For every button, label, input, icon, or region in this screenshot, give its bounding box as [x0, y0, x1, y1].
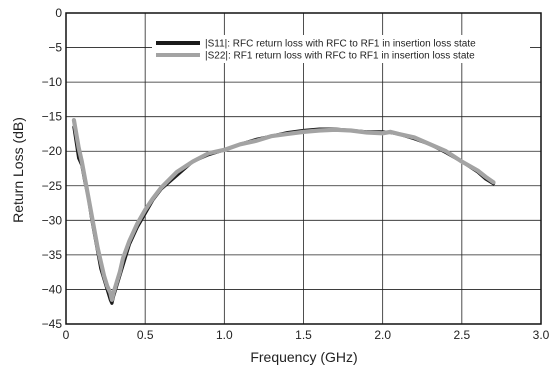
x-tick-label: 0 — [63, 328, 70, 342]
y-tick-label: −45 — [42, 317, 63, 331]
s22-series-line — [71, 118, 496, 302]
y-tick-label: −25 — [42, 179, 63, 193]
x-tick-label: 1.0 — [216, 328, 233, 342]
x-tick-label: 1.5 — [295, 328, 312, 342]
legend-label-s11: |S11|: RFC return loss with RFC to RF1 i… — [205, 39, 476, 50]
y-tick-label: −5 — [48, 41, 62, 55]
tick-labels: 0 0.5 1.0 1.5 2.0 2.5 3.0 0 −5 −10 −15 −20 −25 −30 −35… — [42, 6, 550, 342]
x-axis-label: Frequency (GHz) — [250, 349, 357, 365]
x-tick-label: 2.5 — [453, 328, 470, 342]
x-tick-label: 2.0 — [374, 328, 391, 342]
y-tick-label: −20 — [42, 144, 63, 158]
y-tick-label: −15 — [42, 110, 63, 124]
legend: |S11|: RFC return loss with RFC to RF1 i… — [152, 35, 530, 63]
x-tick-label: 0.5 — [137, 328, 154, 342]
y-tick-label: 0 — [55, 6, 62, 20]
y-tick-label: −30 — [42, 213, 63, 227]
legend-background — [152, 35, 530, 63]
x-tick-label: 3.0 — [533, 328, 550, 342]
y-tick-label: −35 — [42, 248, 63, 262]
legend-label-s22: |S22|: RF1 return loss with RFC to RF1 i… — [205, 51, 475, 62]
y-tick-label: −40 — [42, 282, 63, 296]
s11-series-line — [72, 125, 496, 305]
plot-series — [71, 118, 496, 305]
plot-frame — [65, 12, 542, 325]
y-axis-label: Return Loss (dB) — [10, 117, 26, 223]
y-tick-label: −10 — [42, 75, 63, 89]
